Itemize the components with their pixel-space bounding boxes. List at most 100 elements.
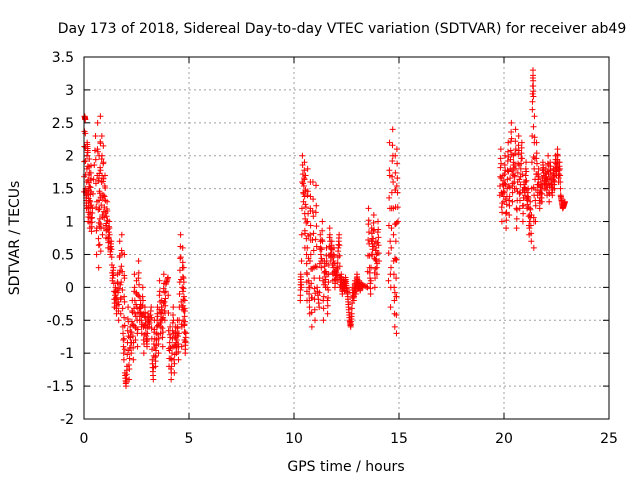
data-point (96, 223, 103, 230)
data-point (91, 161, 98, 168)
data-point (371, 284, 378, 291)
data-point (108, 254, 115, 261)
data-point (557, 172, 564, 179)
data-point (98, 152, 105, 159)
data-point (121, 314, 128, 321)
data-point (331, 260, 338, 267)
data-point (502, 152, 509, 159)
data-point (523, 159, 530, 166)
data-point (121, 293, 128, 300)
data-point (86, 183, 93, 190)
data-point (375, 226, 382, 233)
data-point (391, 323, 398, 330)
data-point (120, 330, 127, 337)
data-point (88, 175, 95, 182)
data-point (508, 119, 515, 126)
data-point (375, 250, 382, 257)
y-tick-label: 0.5 (52, 247, 74, 263)
y-tick-label: -1 (60, 346, 74, 362)
data-point (318, 246, 325, 253)
y-tick-label: 2 (65, 149, 74, 165)
data-point (92, 132, 99, 139)
data-point (365, 217, 372, 224)
data-point (304, 165, 311, 172)
data-point (331, 252, 338, 259)
data-point (110, 272, 117, 279)
data-point (82, 130, 89, 137)
y-tick-label: -0.5 (47, 313, 74, 329)
data-point (513, 225, 520, 232)
data-point (173, 337, 180, 344)
data-point (393, 330, 400, 337)
data-point (154, 313, 161, 320)
data-point (367, 277, 374, 284)
data-point (526, 225, 533, 232)
data-point (529, 132, 536, 139)
data-point (306, 304, 313, 311)
data-point (308, 280, 315, 287)
data-point (128, 350, 135, 357)
x-tick-label: 10 (285, 431, 303, 447)
y-axis-ticks: -2 -1.5 -1 -0.5 0 0.5 1 1.5 2 2.5 3 3.5 (47, 50, 609, 428)
data-point (307, 231, 314, 238)
data-point (128, 318, 135, 325)
data-point (84, 149, 91, 156)
data-point (180, 264, 187, 271)
data-point (322, 268, 329, 275)
data-point (554, 152, 561, 159)
data-point (508, 135, 515, 142)
data-point (97, 140, 104, 147)
data-point (126, 355, 133, 362)
data-point (504, 148, 511, 155)
data-point (321, 281, 328, 288)
data-point (557, 185, 564, 192)
data-point (155, 340, 162, 347)
data-point (538, 198, 545, 205)
data-point (144, 343, 150, 350)
x-axis-ticks: 0 5 10 15 20 25 (80, 57, 618, 447)
data-point (116, 269, 123, 276)
data-point (507, 156, 514, 163)
data-point (500, 188, 507, 195)
data-point (131, 271, 138, 278)
data-point (168, 363, 175, 370)
data-point (179, 259, 186, 266)
data-point (116, 238, 123, 245)
data-point (498, 160, 505, 167)
data-point (389, 126, 396, 133)
data-point (96, 206, 103, 213)
data-point (175, 340, 182, 347)
data-point (148, 314, 155, 321)
data-point (148, 304, 155, 311)
data-point (171, 369, 178, 376)
data-point (302, 204, 309, 211)
data-point (523, 177, 530, 184)
data-point (509, 198, 516, 205)
data-point (311, 306, 318, 313)
data-point (509, 180, 516, 187)
data-point (506, 197, 513, 204)
y-tick-label: 0 (65, 280, 74, 296)
data-point (86, 197, 93, 204)
data-point (84, 152, 91, 159)
data-point (391, 289, 398, 296)
data-point (324, 297, 331, 304)
data-point (389, 173, 396, 180)
data-point (117, 281, 124, 288)
data-point (316, 289, 323, 296)
data-point (511, 172, 518, 179)
y-tick-label: 3 (65, 83, 74, 99)
data-point (527, 198, 534, 205)
data-point (313, 263, 320, 270)
data-point (330, 258, 337, 265)
data-point (312, 209, 319, 216)
data-point (94, 148, 101, 155)
data-point (95, 235, 102, 242)
y-tick-label: -2 (60, 412, 74, 428)
data-point (385, 250, 392, 257)
data-point (530, 82, 537, 89)
data-point (139, 284, 146, 291)
data-point (367, 290, 374, 297)
data-point (172, 329, 179, 336)
data-point (393, 293, 400, 300)
